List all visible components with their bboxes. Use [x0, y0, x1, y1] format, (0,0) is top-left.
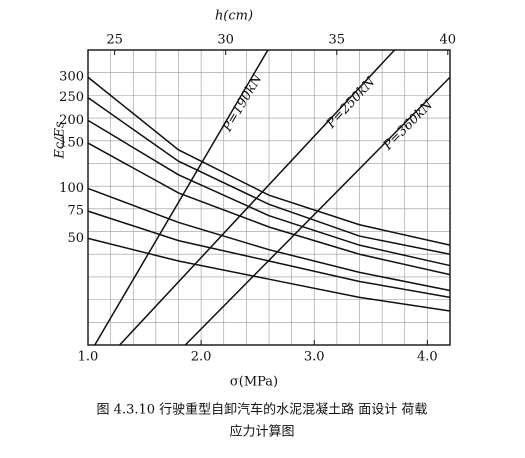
curve-label: 200 [59, 113, 84, 128]
curve-label: 150 [59, 136, 84, 151]
curve [87, 119, 451, 267]
x-tick-label: 1.0 [78, 350, 99, 365]
curve [87, 187, 451, 292]
caption: 图 4.3.10 行驶重型自卸汽车的水泥混凝土路 面设计 荷载 [97, 402, 428, 418]
x2-tick-label: 35 [328, 33, 345, 48]
curve [87, 76, 451, 246]
plot-frame [87, 49, 451, 346]
curve-label: 300 [59, 70, 84, 85]
line-label: P=190kN [220, 71, 266, 135]
curve [184, 76, 451, 346]
curve [87, 142, 451, 276]
y-axis-label: Ec/Es [53, 121, 68, 160]
x-axis-label: σ(MPa) [230, 375, 278, 390]
line-label: P=360kN [380, 97, 437, 154]
curve [87, 97, 451, 255]
x2-tick-label: 40 [440, 33, 457, 48]
x2-tick-label: 25 [106, 33, 123, 48]
x-tick-label: 2.0 [191, 350, 212, 365]
x-tick-label: 4.0 [417, 350, 438, 365]
curve-label: 100 [59, 181, 84, 196]
x-tick-label: 3.0 [304, 350, 325, 365]
caption: 应力计算图 [229, 424, 294, 440]
x2-axis-label: h(cm) [215, 9, 253, 24]
x2-tick-label: 30 [217, 33, 234, 48]
curve [119, 49, 396, 346]
curve-label: 250 [59, 90, 84, 105]
curve-label: 50 [67, 231, 84, 246]
line-label: P=250kN [323, 74, 379, 132]
curve-label: 75 [67, 204, 84, 219]
curve [94, 49, 269, 346]
